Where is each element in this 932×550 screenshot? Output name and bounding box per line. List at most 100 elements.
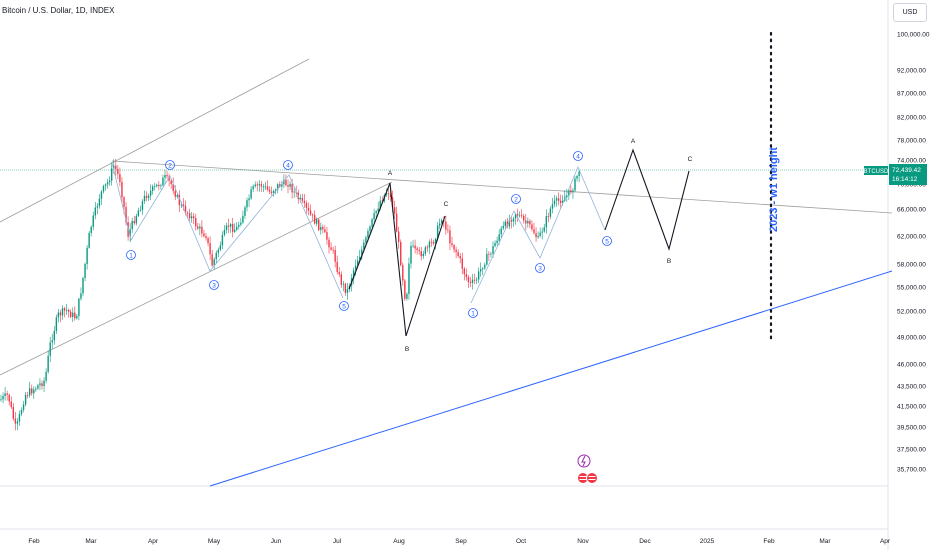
wave-label-a2: A: [631, 138, 636, 145]
event-icons[interactable]: [577, 454, 598, 484]
x-tick-label: Mar: [85, 538, 97, 545]
x-tick-label: Aug: [393, 538, 405, 545]
candle-body: [316, 219, 318, 224]
candle-body: [162, 177, 164, 186]
us-flag-icon-2[interactable]: [586, 472, 598, 484]
candle-body: [301, 197, 304, 201]
wave-label-c2: C: [688, 156, 693, 163]
x-tick-label: Jun: [271, 538, 282, 545]
candle-body: [551, 204, 554, 209]
candle-body: [387, 193, 390, 195]
candle-body: [119, 173, 121, 183]
candle-body: [104, 184, 107, 186]
y-tick-label: 55,000.00: [897, 285, 926, 292]
candle-body: [283, 180, 285, 185]
candle-body: [201, 226, 203, 234]
candle-body: [488, 253, 490, 255]
candle-body: [313, 215, 316, 224]
candle-body: [145, 195, 148, 198]
candle-body: [449, 230, 451, 244]
candle-body: [557, 198, 560, 201]
candle-body: [63, 308, 66, 311]
candle-body: [113, 165, 115, 169]
candle-body: [344, 283, 347, 293]
lightning-event-icon[interactable]: [577, 454, 591, 468]
candle-body: [441, 220, 443, 224]
candle-body: [221, 235, 224, 246]
candle-body: [174, 191, 176, 197]
candle-body: [272, 190, 275, 193]
candle-body: [471, 279, 474, 283]
candle-body: [141, 201, 144, 210]
wave-circle-7: [511, 194, 521, 204]
wave-label-a: A: [388, 170, 393, 177]
y-tick-label: 100,000.00: [897, 32, 930, 39]
candle-body: [324, 229, 326, 233]
y-tick-label: 43,500.00: [897, 384, 926, 391]
candle-body: [266, 186, 269, 190]
currency-button[interactable]: USD: [893, 3, 927, 22]
grid: [0, 0, 889, 550]
y-tick-label: 58,000.00: [897, 262, 926, 269]
candle-body: [277, 184, 279, 190]
candle-body: [576, 175, 578, 179]
candle-body: [500, 228, 502, 235]
candle-body: [35, 388, 37, 390]
candle-body: [65, 310, 68, 311]
candle-body: [410, 246, 412, 264]
candle-body: [197, 226, 199, 229]
candle-body: [217, 249, 219, 253]
symbol-badge: [864, 166, 888, 175]
candle-body: [100, 191, 103, 199]
last-price-badge: [889, 164, 927, 185]
candle-body: [37, 385, 39, 389]
candle-body: [492, 246, 494, 254]
wave-path-abc-2: [604, 148, 690, 251]
candle-body: [262, 186, 265, 188]
candle-body: [451, 243, 453, 246]
candle-body: [547, 216, 550, 217]
candle-body: [268, 189, 271, 192]
candle-body: [537, 235, 539, 238]
candle-body: [31, 388, 33, 394]
candle-body: [108, 180, 111, 183]
candle-body: [293, 191, 295, 193]
candle-body: [469, 282, 472, 283]
candle-body: [424, 247, 427, 254]
candle-body: [254, 184, 256, 187]
candle-body: [402, 265, 404, 281]
candle-body: [193, 216, 195, 219]
candle-body: [352, 270, 355, 279]
candle-body: [57, 312, 60, 318]
candle-body: [467, 277, 470, 283]
candle-body: [363, 242, 365, 250]
candle-body: [508, 220, 511, 227]
candle-body: [61, 308, 64, 316]
x-tick-label: Oct: [516, 538, 526, 545]
candle-body: [385, 193, 388, 195]
candle-body: [223, 229, 226, 236]
candle-body: [275, 189, 277, 191]
candle-body: [426, 247, 429, 249]
candle-body: [82, 278, 84, 294]
wave-label-2: 2: [168, 163, 172, 170]
candle-body: [55, 317, 58, 331]
candle-body: [117, 169, 119, 174]
y-axis[interactable]: 100,000.00 92,000.00 87,000.00 82,000.00 78,…: [897, 32, 930, 474]
candle-body: [447, 229, 449, 231]
x-axis[interactable]: Feb Mar Apr May Jun Jul Aug Sep Oct Nov Dec 2025 Feb…: [28, 538, 890, 545]
wave-label-10: 5: [605, 239, 609, 246]
candle-body: [285, 180, 287, 186]
candle-body: [336, 261, 338, 273]
candle-body: [463, 268, 465, 275]
candle-body: [566, 195, 568, 198]
candle-body: [406, 293, 408, 299]
x-tick-label: Jul: [333, 538, 342, 545]
candle-body: [215, 252, 217, 260]
candle-body: [80, 293, 82, 299]
candle-body: [133, 220, 135, 224]
candle-body: [86, 247, 88, 264]
candle-body: [510, 220, 513, 222]
